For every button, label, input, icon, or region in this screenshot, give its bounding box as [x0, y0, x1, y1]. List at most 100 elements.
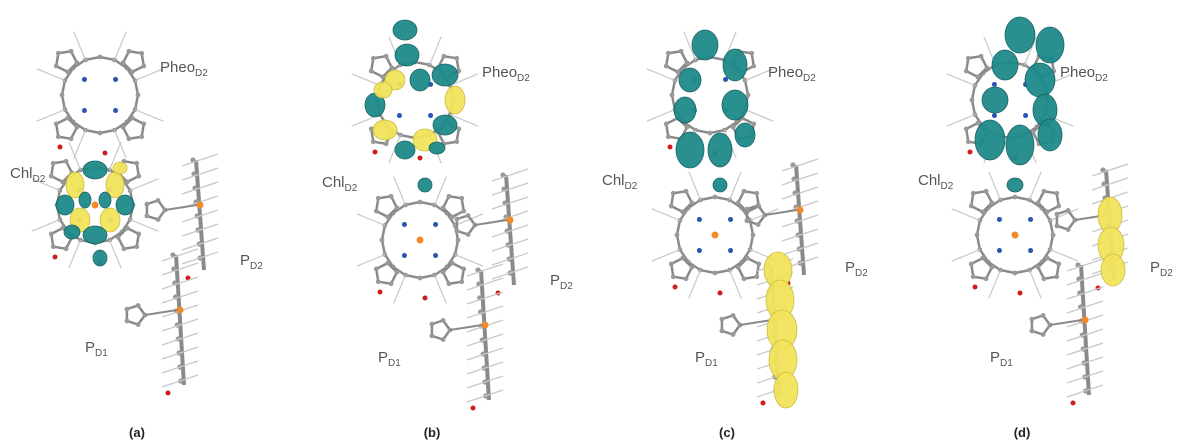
- label-text: Chl: [602, 172, 625, 189]
- atom: [418, 200, 423, 205]
- atom: [966, 139, 971, 144]
- oxygen: [668, 145, 673, 150]
- atom: [756, 222, 761, 227]
- hydrogen: [430, 37, 442, 65]
- atom: [121, 125, 126, 130]
- hydrogen: [730, 172, 742, 200]
- hydrogen: [182, 216, 200, 222]
- nitrogen: [1028, 248, 1033, 253]
- hydrogen: [989, 270, 1001, 298]
- label-subscript: D2: [33, 174, 46, 185]
- hydrogen: [200, 168, 218, 174]
- atom: [1013, 195, 1018, 200]
- orbital-lobe: [433, 115, 457, 135]
- atom: [754, 274, 759, 279]
- orbital-lobe: [674, 97, 696, 123]
- atom: [731, 313, 736, 318]
- orbital-lobe: [1036, 27, 1064, 63]
- atom: [745, 256, 750, 261]
- hydrogen: [485, 292, 503, 298]
- oxygen: [471, 406, 476, 411]
- hydrogen: [947, 74, 975, 86]
- atom: [754, 191, 759, 196]
- orbital-lobe: [1006, 125, 1034, 165]
- atom: [979, 54, 984, 59]
- atom: [125, 180, 130, 185]
- molecule-label: PD1: [990, 349, 1013, 369]
- atom: [75, 125, 80, 130]
- atom: [456, 238, 461, 243]
- orbital-lobe: [679, 68, 701, 92]
- atom: [136, 174, 141, 179]
- orbital-lobe: [83, 226, 107, 244]
- label-subscript: D2: [1095, 73, 1108, 84]
- atom: [461, 209, 466, 214]
- oxygen: [58, 145, 63, 150]
- atom: [51, 244, 56, 249]
- nitrogen: [113, 108, 118, 113]
- atom: [56, 134, 61, 139]
- label-subscript: D2: [250, 261, 263, 272]
- molecule-label: PD1: [695, 349, 718, 369]
- label-text: Pheo: [768, 64, 803, 81]
- label-text: Pheo: [1060, 64, 1095, 81]
- label-text: Pheo: [160, 59, 195, 76]
- hydrogen: [800, 215, 818, 221]
- atom: [666, 51, 671, 56]
- hydrogen: [800, 201, 818, 207]
- hydrogen: [800, 173, 818, 179]
- panel-caption: (d): [1014, 425, 1031, 440]
- atom: [127, 49, 132, 54]
- orbital-lobe: [113, 162, 127, 174]
- magnesium: [197, 202, 204, 209]
- hydrogen: [37, 69, 65, 81]
- hydrogen: [947, 115, 975, 127]
- atom: [1056, 262, 1061, 267]
- hydrogen: [180, 319, 198, 325]
- atom: [731, 125, 736, 130]
- atom: [669, 204, 674, 209]
- atom: [380, 75, 385, 80]
- bond: [722, 315, 740, 334]
- bond: [432, 320, 450, 339]
- atom: [1030, 317, 1035, 322]
- atom: [1041, 313, 1046, 318]
- hydrogen: [162, 325, 180, 331]
- hydrogen: [652, 250, 680, 262]
- orbital-lobe: [432, 64, 458, 86]
- atom: [64, 159, 69, 164]
- orbital-lobe: [676, 132, 704, 168]
- molecule-label: PD2: [550, 272, 573, 292]
- orbital-lobe: [116, 195, 134, 215]
- magnesium: [1012, 232, 1019, 239]
- atom: [369, 69, 374, 74]
- nitrogen: [397, 113, 402, 118]
- hydrogen: [162, 353, 180, 359]
- hydrogen: [115, 32, 127, 60]
- molecule-label: ChlD2: [918, 172, 954, 192]
- atom: [990, 265, 995, 270]
- atom: [127, 136, 132, 141]
- molecule-label: ChlD2: [10, 165, 46, 185]
- atom: [374, 209, 379, 214]
- hydrogen: [1067, 335, 1085, 341]
- magnesium: [92, 202, 99, 209]
- bond: [1050, 320, 1082, 325]
- atom: [466, 213, 471, 218]
- label-subscript: D2: [803, 73, 816, 84]
- atom: [671, 274, 676, 279]
- atom: [60, 180, 65, 185]
- molecule-label: PD1: [85, 339, 108, 359]
- hydrogen: [689, 172, 701, 200]
- atom: [418, 276, 423, 281]
- figure: PheoD2ChlD2PD2PD1(a)PheoD2ChlD2PD2PD1(b)…: [0, 0, 1180, 446]
- bond: [475, 220, 507, 225]
- oxygen: [423, 296, 428, 301]
- label-text: P: [85, 339, 95, 356]
- label-subscript: D1: [388, 358, 401, 369]
- atom: [756, 262, 761, 267]
- orbital-lobe: [1101, 254, 1125, 286]
- hydrogen: [394, 177, 406, 205]
- atom: [720, 328, 725, 333]
